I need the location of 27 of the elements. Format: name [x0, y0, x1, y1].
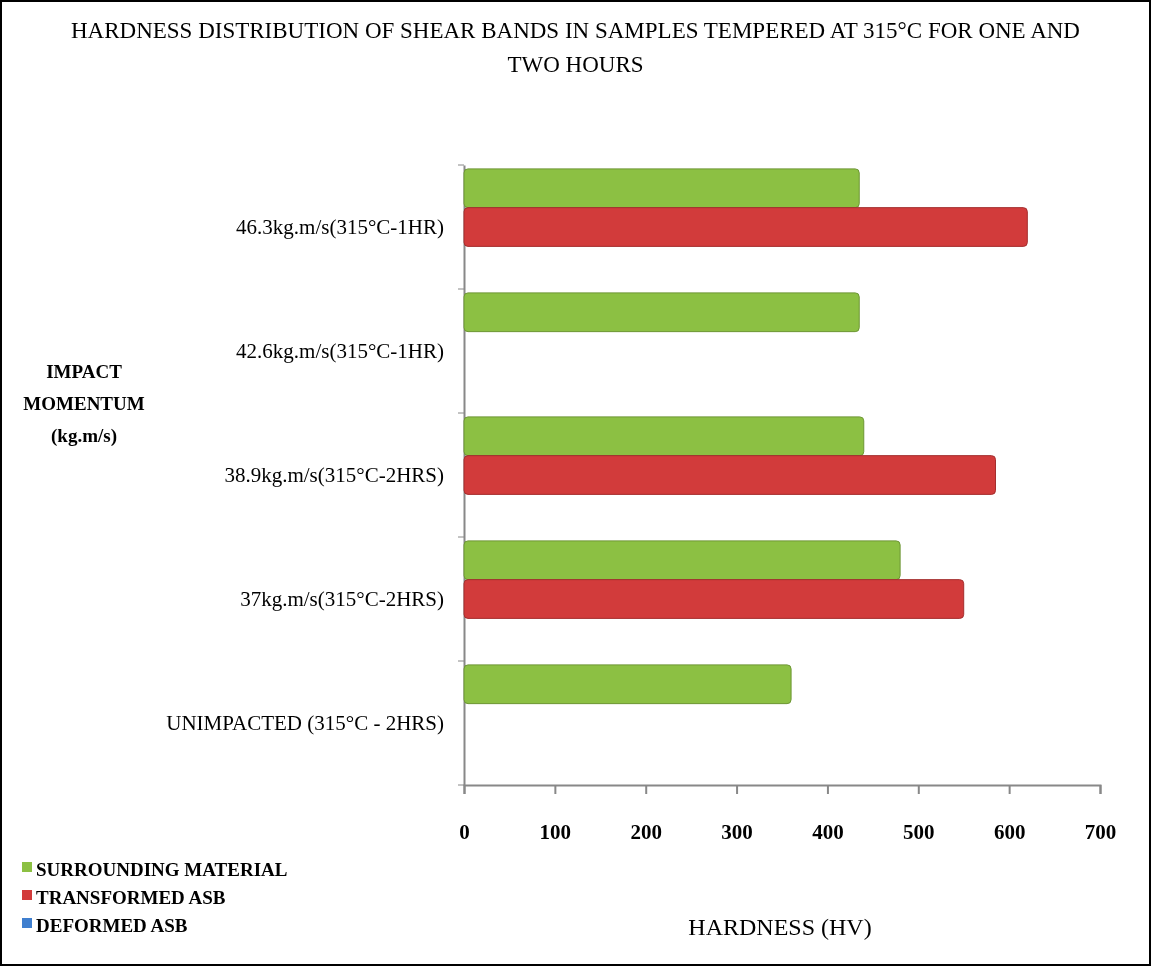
y-tick-label: 37kg.m/s(315°C-2HRS)	[240, 586, 445, 611]
bar	[463, 292, 860, 333]
chart-title: HARDNESS DISTRIBUTION OF SHEAR BANDS IN SAMPLES TEMPERED AT 315°C FOR ONE AND TWO HOURS	[71, 18, 1080, 77]
bar	[463, 416, 865, 457]
y-tick-label: 42.6kg.m/s(315°C-1HR)	[236, 338, 444, 363]
x-tick-label: 400	[812, 819, 844, 844]
x-tick-label: 700	[1084, 819, 1117, 844]
bar	[463, 579, 965, 619]
y-tick-label: 46.3kg.m/s(315°C-1HR)	[236, 214, 444, 239]
x-tick-label: 200	[630, 819, 662, 844]
bar	[463, 664, 792, 705]
y-tick-label: UNIMPACTED (315°C - 2HRS)	[166, 710, 444, 735]
y-axis-title: IMPACT MOMENTUM (kg.m/s)	[23, 361, 145, 447]
bar	[463, 455, 997, 495]
legend-label: TRANSFORMED ASB	[36, 887, 226, 909]
x-tick-label: 0	[459, 819, 470, 844]
x-tick-label: 500	[903, 819, 935, 844]
bar	[463, 207, 1028, 247]
y-tick-label: 38.9kg.m/s(315°C-2HRS)	[224, 462, 445, 487]
legend-label: DEFORMED ASB	[36, 915, 188, 937]
legend-label: SURROUNDING MATERIAL	[36, 859, 288, 881]
x-tick-label: 300	[721, 819, 753, 844]
x-tick-label: 600	[993, 819, 1026, 844]
bar	[463, 168, 860, 209]
x-tick-label: 100	[539, 819, 572, 844]
bar	[463, 540, 901, 581]
x-axis-title: HARDNESS (HV)	[688, 914, 872, 940]
